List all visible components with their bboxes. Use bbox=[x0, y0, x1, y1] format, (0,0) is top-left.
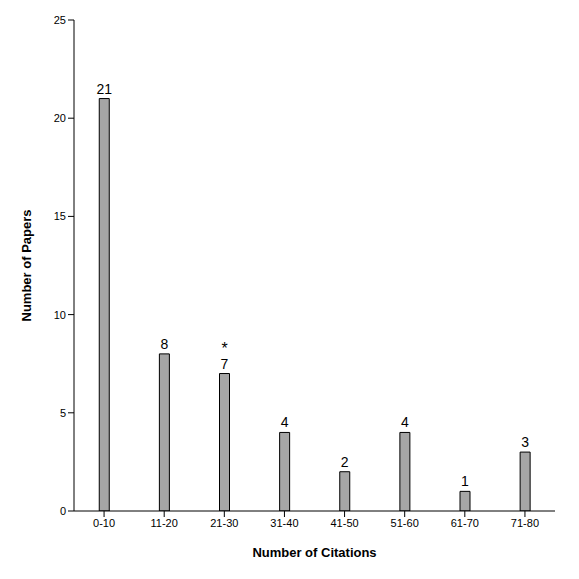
svg-text:21: 21 bbox=[96, 81, 112, 97]
svg-text:41-50: 41-50 bbox=[330, 517, 358, 529]
svg-text:15: 15 bbox=[54, 210, 66, 222]
svg-text:5: 5 bbox=[60, 407, 66, 419]
svg-text:2: 2 bbox=[341, 454, 349, 470]
svg-text:7: 7 bbox=[221, 356, 229, 372]
svg-text:71-80: 71-80 bbox=[511, 517, 539, 529]
svg-text:51-60: 51-60 bbox=[391, 517, 419, 529]
svg-text:31-40: 31-40 bbox=[270, 517, 298, 529]
svg-text:21-30: 21-30 bbox=[210, 517, 238, 529]
svg-text:10: 10 bbox=[54, 309, 66, 321]
svg-text:8: 8 bbox=[160, 336, 168, 352]
svg-text:3: 3 bbox=[521, 434, 529, 450]
svg-text:0-10: 0-10 bbox=[93, 517, 115, 529]
svg-text:*: * bbox=[221, 340, 227, 357]
svg-text:25: 25 bbox=[54, 14, 66, 26]
svg-text:Number of Citations: Number of Citations bbox=[252, 545, 376, 560]
svg-text:11-20: 11-20 bbox=[151, 517, 178, 529]
svg-text:0: 0 bbox=[60, 505, 66, 517]
svg-text:20: 20 bbox=[54, 112, 66, 124]
svg-text:61-70: 61-70 bbox=[451, 517, 479, 529]
svg-text:4: 4 bbox=[281, 414, 289, 430]
svg-text:4: 4 bbox=[401, 414, 409, 430]
svg-text:Number of Papers: Number of Papers bbox=[19, 210, 34, 322]
svg-text:1: 1 bbox=[461, 473, 469, 489]
